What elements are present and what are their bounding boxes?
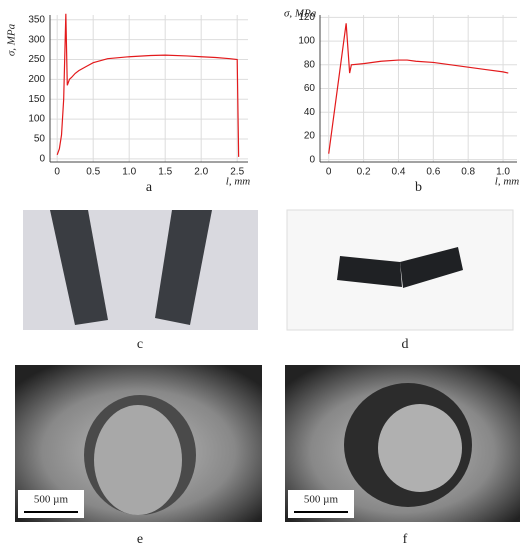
data-line <box>328 23 509 154</box>
x-tick-label: 0.2 <box>357 167 371 178</box>
y-tick-label: 40 <box>304 107 316 118</box>
fiber <box>94 405 182 515</box>
caption: a <box>146 180 153 195</box>
caption: c <box>137 337 143 352</box>
scale-box <box>18 490 84 518</box>
caption: b <box>415 180 422 195</box>
y-tick-label: 200 <box>28 74 45 85</box>
y-tick-label: 50 <box>34 134 46 145</box>
x-tick-label: 0 <box>54 167 60 178</box>
y-tick-label: 120 <box>298 12 315 23</box>
x-axis-label: l, mm <box>226 176 251 188</box>
y-tick-label: 250 <box>28 54 45 65</box>
x-tick-label: 1.0 <box>496 167 510 178</box>
y-tick-label: 350 <box>28 14 45 25</box>
scale-label: 500 µm <box>304 494 339 506</box>
scale-label: 500 µm <box>34 494 69 506</box>
data-line <box>56 13 240 157</box>
y-tick-label: 0 <box>309 154 315 165</box>
x-tick-label: 2.5 <box>230 167 244 178</box>
sample <box>50 210 108 325</box>
scale-box <box>288 490 354 518</box>
y-tick-label: 100 <box>28 114 45 125</box>
sample <box>337 256 402 287</box>
y-tick-label: 300 <box>28 34 45 45</box>
y-tick-label: 80 <box>304 59 316 70</box>
caption: e <box>137 532 143 547</box>
x-tick-label: 2.0 <box>194 167 208 178</box>
y-axis-label: σ, MPa <box>284 8 317 20</box>
sample <box>155 210 212 325</box>
y-axis-label: σ, MPa <box>6 23 18 56</box>
y-tick-label: 20 <box>304 131 316 142</box>
x-tick-label: 0.5 <box>86 167 100 178</box>
y-tick-label: 60 <box>304 83 316 94</box>
x-axis-label: l, mm <box>495 176 520 188</box>
x-tick-label: 1.5 <box>158 167 172 178</box>
x-tick-label: 0.4 <box>391 167 405 178</box>
x-tick-label: 0.8 <box>461 167 475 178</box>
fiber <box>378 404 462 492</box>
y-tick-label: 100 <box>298 36 315 47</box>
sample <box>400 247 463 288</box>
y-tick-label: 150 <box>28 94 45 105</box>
y-tick-label: 0 <box>39 153 45 164</box>
x-tick-label: 0.6 <box>426 167 440 178</box>
x-tick-label: 0 <box>326 167 332 178</box>
x-tick-label: 1.0 <box>122 167 136 178</box>
caption: d <box>402 337 409 352</box>
caption: f <box>403 532 408 547</box>
